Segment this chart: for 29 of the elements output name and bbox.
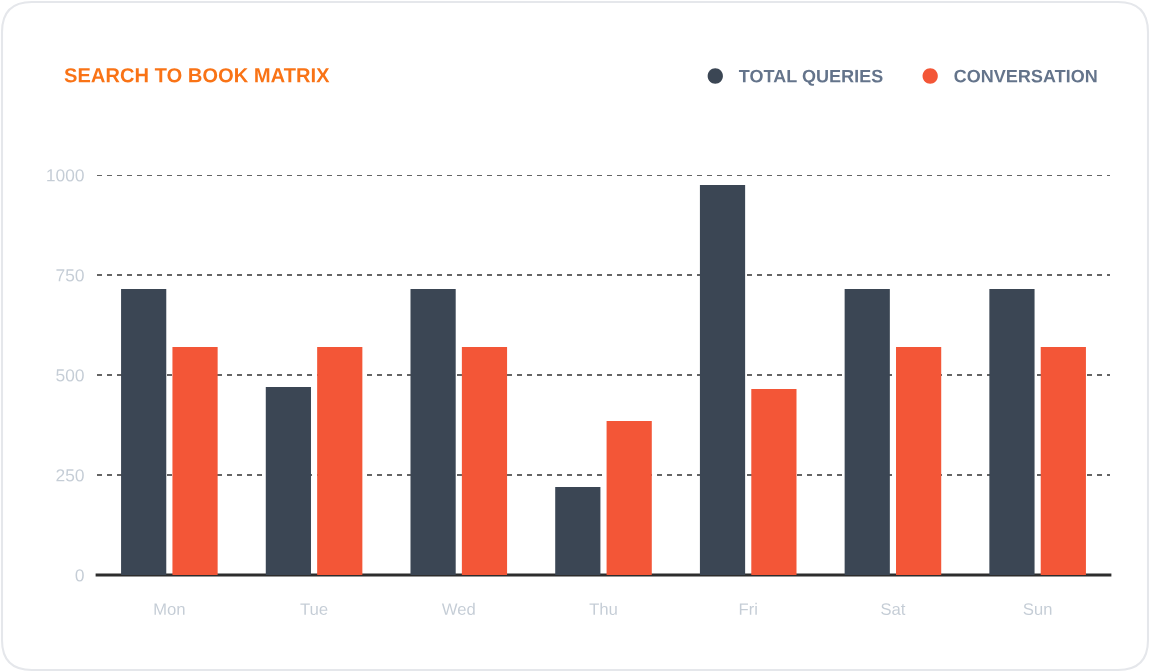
y-tick-label: 750 [56, 269, 84, 282]
bar [844, 289, 890, 575]
bar [751, 389, 797, 575]
y-tick-label: 500 [56, 369, 84, 382]
x-tick-label: Tue [300, 603, 328, 616]
x-tick-label: Wed [441, 602, 475, 616]
bar [121, 289, 167, 575]
legend-label: TOTAL QUERIES [738, 69, 883, 86]
bar [461, 347, 508, 575]
y-tick-label: 250 [56, 469, 84, 482]
x-tick-label: Fri [739, 602, 757, 615]
bar [896, 347, 942, 575]
bar [989, 289, 1035, 575]
bar [265, 387, 311, 575]
bar [555, 487, 601, 575]
bar [317, 347, 363, 575]
bar [1040, 347, 1086, 575]
x-tick-label: Thu [589, 602, 617, 616]
y-tick-label: 0 [75, 569, 84, 582]
bar [172, 347, 218, 575]
chart-title: SEARCH TO BOOK MATRIX [64, 68, 330, 83]
x-tick-label: Mon [154, 603, 185, 616]
bar [410, 289, 456, 575]
bar [606, 421, 652, 575]
x-tick-label: Sat [881, 603, 906, 616]
legend-label: CONVERSATION [954, 69, 1097, 83]
bar [699, 185, 746, 575]
x-tick-label: Sun [1023, 603, 1052, 616]
y-tick-label: 1000 [47, 169, 84, 182]
